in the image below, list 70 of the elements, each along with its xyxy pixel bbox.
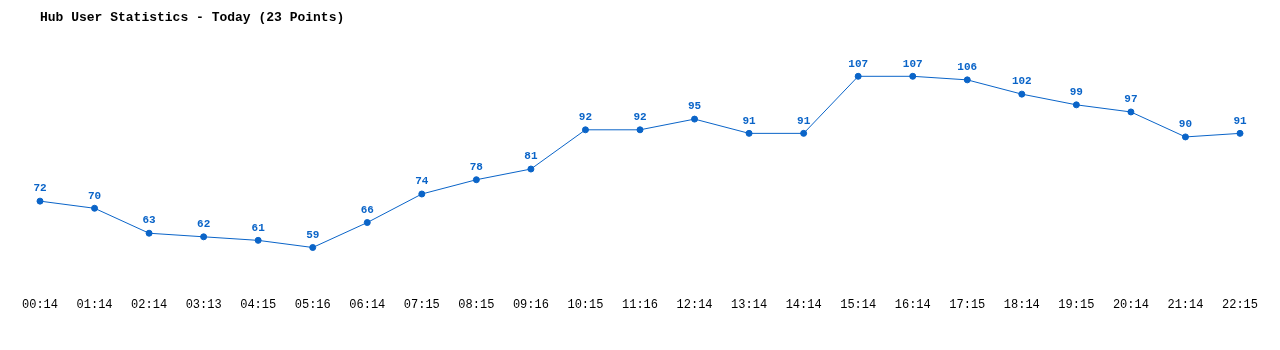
x-tick-label: 03:13 <box>185 297 222 312</box>
point <box>309 244 317 251</box>
x-tick-label: 22:15 <box>1221 297 1259 312</box>
data-label: 92 <box>578 111 593 124</box>
data-label: 91 <box>1233 114 1247 127</box>
x-tick-label: 06:14 <box>349 297 386 312</box>
x-tick-label: 13:14 <box>731 297 768 312</box>
x-tick-label: 01:14 <box>76 297 113 312</box>
x-tick-label: 11:16 <box>621 297 659 312</box>
data-label: 99 <box>1069 86 1083 99</box>
data-label: 61 <box>251 221 266 234</box>
point <box>1018 90 1026 98</box>
point <box>854 72 862 80</box>
data-label: 81 <box>524 150 538 163</box>
point <box>200 233 208 241</box>
data-label: 91 <box>797 114 811 127</box>
point <box>800 129 808 137</box>
point <box>527 165 535 173</box>
x-tick-label: 09:16 <box>512 297 549 312</box>
point <box>909 72 917 80</box>
x-tick-label: 16:14 <box>894 297 931 312</box>
data-label: 106 <box>957 61 978 74</box>
x-tick-label: 05:16 <box>294 297 331 312</box>
point <box>1181 133 1189 141</box>
x-tick-label: 02:14 <box>131 297 168 312</box>
data-label: 91 <box>742 114 757 127</box>
data-label: 107 <box>848 57 869 70</box>
point <box>581 126 589 134</box>
data-label: 95 <box>687 100 702 113</box>
x-tick-label: 20:14 <box>1112 297 1149 312</box>
point <box>691 115 699 123</box>
data-label: 74 <box>415 175 429 188</box>
point <box>145 229 153 237</box>
point <box>1072 101 1080 109</box>
x-tick-label: 04:15 <box>240 297 277 312</box>
data-label: 62 <box>197 218 211 231</box>
x-tick-label: 18:14 <box>1003 297 1040 312</box>
point <box>254 236 262 244</box>
x-tick-label: 08:15 <box>458 297 495 312</box>
point <box>1236 129 1244 137</box>
data-label: 66 <box>360 203 374 216</box>
data-label: 72 <box>33 182 47 195</box>
x-tick-label: 00:14 <box>21 297 59 312</box>
data-label: 92 <box>633 111 647 124</box>
x-tick-label: 07:15 <box>403 297 440 312</box>
point <box>963 76 971 84</box>
data-label: 90 <box>1178 118 1193 131</box>
data-label: 78 <box>469 161 484 173</box>
point <box>36 197 44 205</box>
data-label: 70 <box>87 189 102 202</box>
point <box>418 190 426 198</box>
point <box>636 126 644 134</box>
chart-title: Hub User Statistics - Today (23 Points) <box>40 10 345 26</box>
x-tick-label: 15:14 <box>840 297 877 312</box>
x-tick-label: 12:14 <box>676 297 713 312</box>
x-tick-label: 10:15 <box>567 297 604 312</box>
point <box>91 204 99 212</box>
x-tick-label: 17:15 <box>949 297 986 312</box>
point <box>1127 108 1135 116</box>
data-label: 63 <box>142 214 157 227</box>
point <box>363 219 371 227</box>
data-label: 59 <box>306 228 320 241</box>
x-tick-label: 21:14 <box>1167 297 1204 312</box>
x-tick-label: 19:15 <box>1058 297 1095 312</box>
x-tick-label: 14:14 <box>785 297 822 312</box>
data-label: 97 <box>1124 93 1138 106</box>
point <box>472 176 480 184</box>
point <box>745 129 753 137</box>
data-label: 102 <box>1011 75 1032 88</box>
data-label: 107 <box>902 57 923 70</box>
